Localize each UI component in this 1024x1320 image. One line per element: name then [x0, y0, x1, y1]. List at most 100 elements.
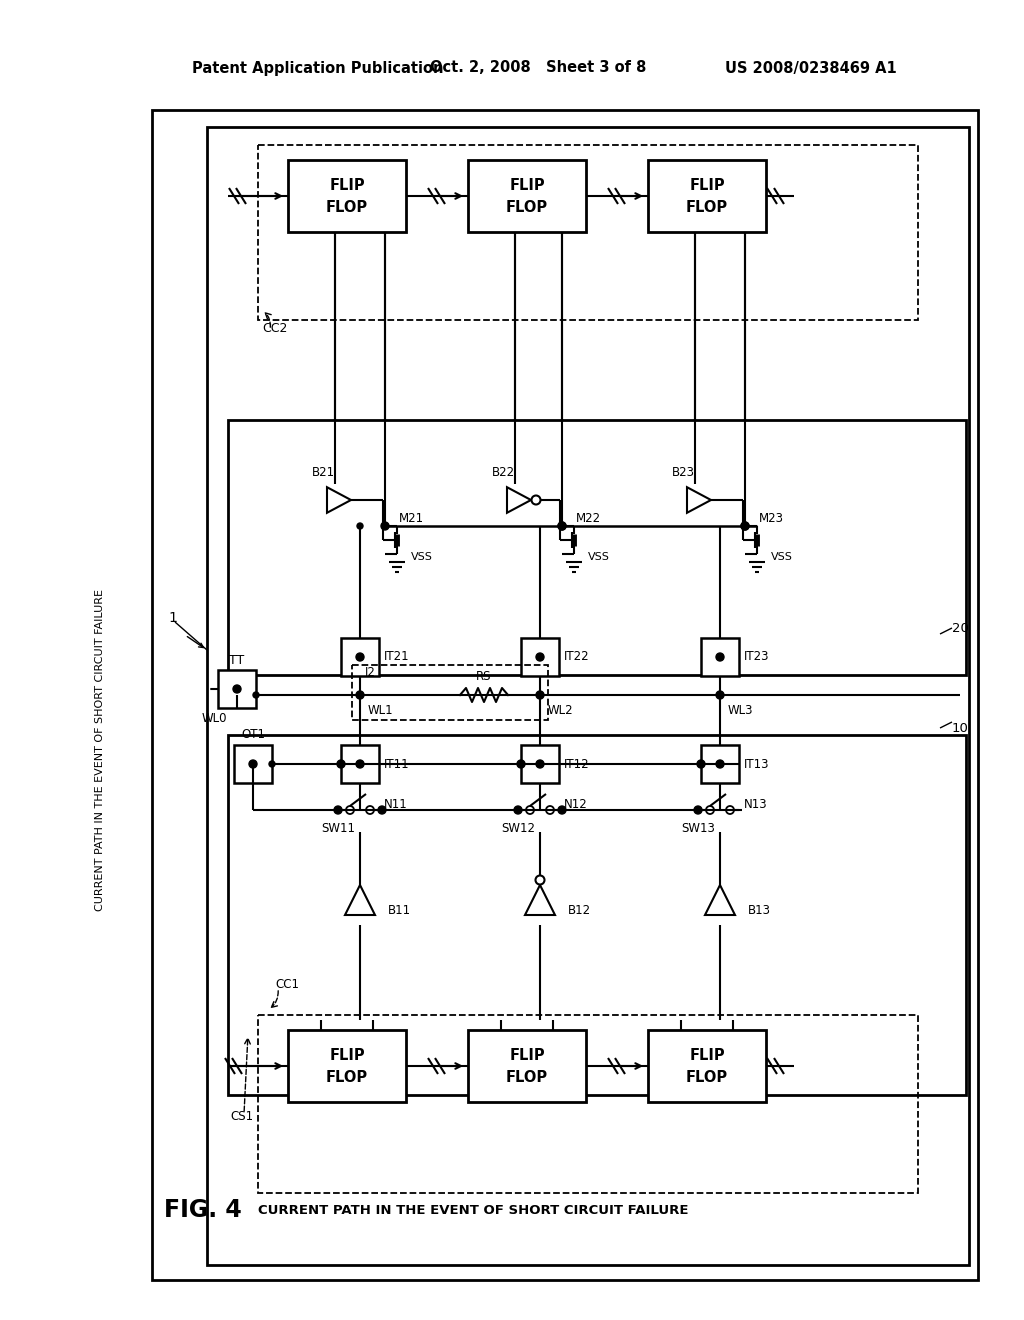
Bar	[352, 665, 548, 719]
Bar	[218, 671, 256, 708]
Text: OT1: OT1	[241, 729, 265, 742]
Text: FIG. 4: FIG. 4	[164, 1199, 242, 1222]
Text: FLOP: FLOP	[326, 1071, 368, 1085]
Text: FLOP: FLOP	[326, 201, 368, 215]
Text: SW12: SW12	[501, 821, 535, 834]
Circle shape	[233, 685, 241, 693]
Text: Oct. 2, 2008   Sheet 3 of 8: Oct. 2, 2008 Sheet 3 of 8	[430, 61, 646, 75]
Circle shape	[716, 760, 724, 768]
Bar	[234, 744, 272, 783]
Text: B13: B13	[748, 903, 771, 916]
Circle shape	[517, 760, 525, 768]
Text: FLOP: FLOP	[686, 201, 728, 215]
Circle shape	[558, 807, 566, 814]
Text: CURRENT PATH IN THE EVENT OF SHORT CIRCUIT FAILURE: CURRENT PATH IN THE EVENT OF SHORT CIRCU…	[258, 1204, 688, 1217]
Text: FLIP: FLIP	[689, 1048, 725, 1064]
Bar	[207, 127, 969, 1265]
Text: B11: B11	[388, 903, 411, 916]
Text: RS: RS	[476, 671, 492, 684]
Circle shape	[356, 653, 364, 661]
Bar	[701, 744, 739, 783]
Bar	[521, 638, 559, 676]
Text: TT: TT	[229, 653, 245, 667]
Text: 10: 10	[952, 722, 969, 734]
Text: WL0: WL0	[202, 711, 226, 725]
Circle shape	[337, 760, 345, 768]
Text: FLOP: FLOP	[506, 1071, 548, 1085]
Bar	[341, 744, 379, 783]
Circle shape	[381, 521, 389, 531]
Circle shape	[378, 807, 386, 814]
Circle shape	[558, 521, 566, 531]
Circle shape	[357, 523, 362, 529]
Text: M23: M23	[759, 511, 784, 524]
Bar	[341, 638, 379, 676]
Text: CC2: CC2	[262, 322, 288, 334]
Text: IT22: IT22	[564, 651, 590, 664]
Bar	[468, 1030, 586, 1102]
Bar	[288, 160, 406, 232]
Text: 1: 1	[168, 611, 177, 624]
Text: I2: I2	[365, 667, 376, 680]
Circle shape	[269, 762, 275, 767]
Text: FLIP: FLIP	[509, 178, 545, 194]
Circle shape	[536, 760, 544, 768]
Text: 20: 20	[952, 622, 969, 635]
Circle shape	[694, 807, 702, 814]
Text: M21: M21	[399, 511, 424, 524]
Text: IT12: IT12	[564, 758, 590, 771]
Text: WL2: WL2	[548, 705, 573, 718]
Text: FLIP: FLIP	[689, 178, 725, 194]
Text: IT23: IT23	[744, 651, 769, 664]
Text: SW11: SW11	[321, 821, 355, 834]
Circle shape	[741, 521, 749, 531]
Text: VSS: VSS	[411, 552, 433, 562]
Text: CS1: CS1	[230, 1110, 253, 1122]
Text: B21: B21	[311, 466, 335, 479]
Bar	[468, 160, 586, 232]
Circle shape	[356, 690, 364, 700]
Bar	[701, 638, 739, 676]
Text: M22: M22	[575, 511, 601, 524]
Circle shape	[514, 807, 522, 814]
Text: IT13: IT13	[744, 758, 769, 771]
Text: FLOP: FLOP	[506, 201, 548, 215]
Circle shape	[716, 653, 724, 661]
Text: WL3: WL3	[728, 705, 754, 718]
Bar	[648, 160, 766, 232]
Circle shape	[716, 690, 724, 700]
Bar	[258, 1015, 918, 1193]
Circle shape	[253, 692, 259, 698]
Circle shape	[334, 807, 342, 814]
Text: FLIP: FLIP	[329, 1048, 365, 1064]
Text: FLIP: FLIP	[329, 178, 365, 194]
Circle shape	[536, 690, 544, 700]
Text: FLOP: FLOP	[686, 1071, 728, 1085]
Text: SW13: SW13	[681, 821, 715, 834]
Bar	[288, 1030, 406, 1102]
Circle shape	[697, 760, 705, 768]
Circle shape	[558, 521, 566, 531]
Text: CC1: CC1	[275, 978, 299, 991]
Bar	[648, 1030, 766, 1102]
Text: WL1: WL1	[368, 705, 393, 718]
Text: Patent Application Publication: Patent Application Publication	[193, 61, 443, 75]
Bar	[228, 420, 966, 675]
Text: VSS: VSS	[771, 552, 793, 562]
Text: IT21: IT21	[384, 651, 410, 664]
Circle shape	[356, 760, 364, 768]
Text: B23: B23	[672, 466, 694, 479]
Text: B22: B22	[492, 466, 515, 479]
Bar	[152, 110, 978, 1280]
Bar	[258, 145, 918, 319]
Bar	[228, 735, 966, 1096]
Circle shape	[741, 521, 749, 531]
Text: B12: B12	[568, 903, 591, 916]
Text: N11: N11	[384, 799, 408, 812]
Text: N12: N12	[564, 799, 588, 812]
Text: IT11: IT11	[384, 758, 410, 771]
Text: FLIP: FLIP	[509, 1048, 545, 1064]
Circle shape	[536, 653, 544, 661]
Text: N13: N13	[744, 799, 768, 812]
Text: CURRENT PATH IN THE EVENT OF SHORT CIRCUIT FAILURE: CURRENT PATH IN THE EVENT OF SHORT CIRCU…	[95, 589, 105, 911]
